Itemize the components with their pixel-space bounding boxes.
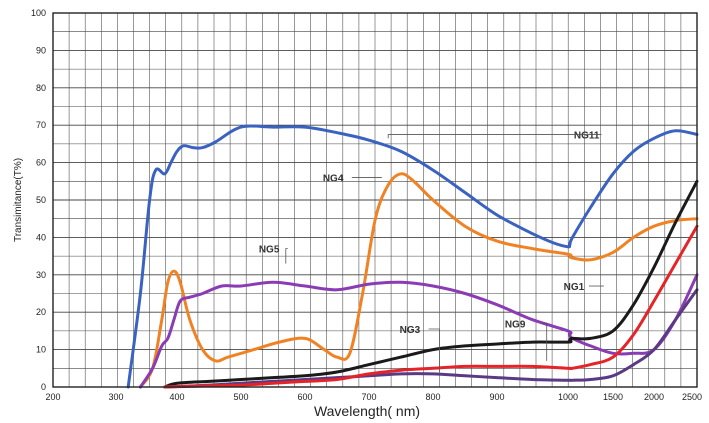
y-tick-label: 80	[36, 83, 46, 93]
x-tick-label: 200	[45, 392, 60, 402]
x-axis-title: Wavelength( nm)	[314, 403, 420, 419]
x-tick-label: 600	[297, 392, 312, 402]
y-tick-label: 0	[41, 382, 46, 392]
x-tick-label: 1500	[603, 392, 623, 402]
series-line-ng1	[163, 179, 699, 389]
callout-leader-ng9	[541, 323, 548, 361]
x-tick-label: 900	[489, 392, 504, 402]
y-tick-label: 50	[36, 195, 46, 205]
x-tick-label: 400	[169, 392, 184, 402]
x-tick-label: 300	[108, 392, 123, 402]
callout-ng11: NG11	[574, 131, 600, 142]
y-tick-label: 90	[36, 45, 46, 55]
series-line-ng3	[163, 288, 699, 389]
y-tick-label: 20	[36, 307, 46, 317]
x-tick-label: 1000	[558, 392, 578, 402]
x-tick-label: 800	[425, 392, 440, 402]
x-tick-labels: 200 300 400 500 600 700 800 900 1000 1500 2000 2500	[45, 392, 702, 402]
series-line-ng4	[138, 172, 699, 389]
series-line-ng11	[126, 124, 699, 389]
callout-leader-ng11	[387, 134, 602, 139]
callout-ng5: NG5	[259, 245, 280, 256]
callout-ng4: NG4	[323, 174, 344, 185]
y-tick-label: 40	[36, 232, 46, 242]
y-tick-label: 60	[36, 158, 46, 168]
callout-ng1: NG1	[564, 282, 585, 293]
series-line-ng5	[138, 273, 699, 389]
x-tick-label: 700	[361, 392, 376, 402]
y-axis-title: Transimitance(T%)	[13, 158, 24, 242]
plot-frame	[52, 12, 698, 388]
callout-leader-ng3	[428, 328, 440, 373]
y-tick-labels: 0 10 20 30 40 50 60 70 80 90 100	[31, 8, 46, 392]
y-tick-label: 100	[31, 8, 46, 18]
y-tick-label: 30	[36, 270, 46, 280]
x-tick-label: 500	[233, 392, 248, 402]
series-callouts: NG11 NG4 NG5 NG1 NG3 NG9	[259, 131, 604, 373]
series-lines	[126, 124, 699, 389]
x-tick-label: 2500	[682, 392, 702, 402]
callout-ng9: NG9	[505, 319, 526, 330]
y-tick-label: 70	[36, 120, 46, 130]
x-tick-label: 2000	[644, 392, 664, 402]
y-tick-label: 10	[36, 345, 46, 355]
callout-ng3: NG3	[400, 325, 421, 336]
series-line-ng9	[163, 224, 699, 389]
callout-leader-ng5	[285, 248, 288, 264]
